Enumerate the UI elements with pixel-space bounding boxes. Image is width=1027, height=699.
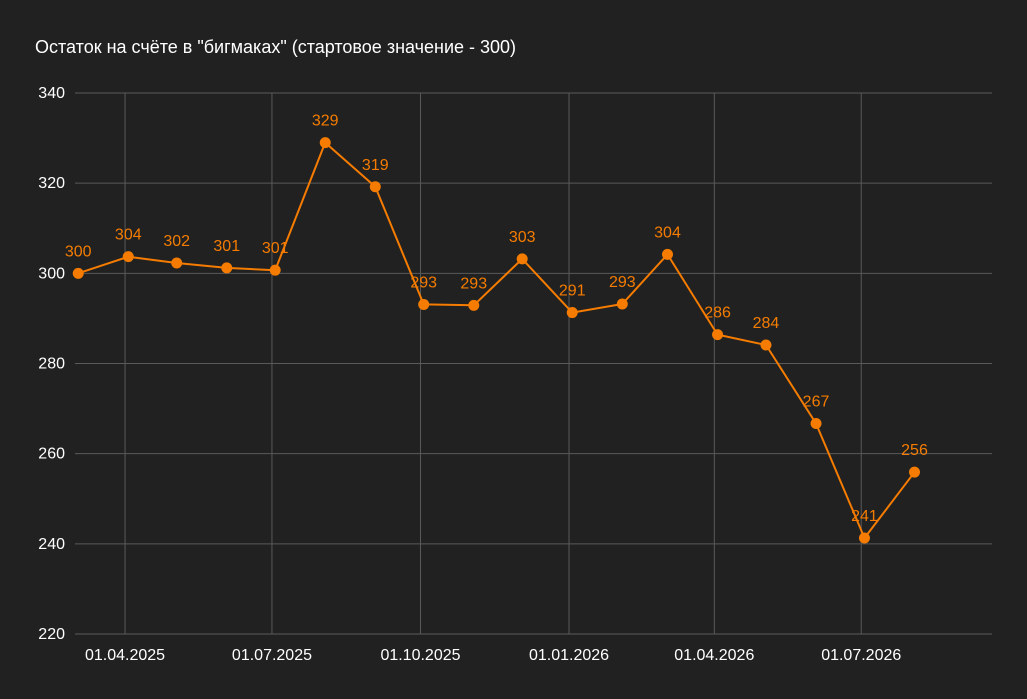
series-line <box>77 141 916 539</box>
y-tick-label: 340 <box>38 85 65 102</box>
y-tick-label: 320 <box>38 175 65 192</box>
data-label: 286 <box>704 305 731 322</box>
data-label: 284 <box>753 315 780 332</box>
x-tick-label: 01.04.2026 <box>674 647 754 664</box>
data-label: 293 <box>410 274 437 291</box>
y-tick-label: 260 <box>38 446 65 463</box>
data-point <box>269 264 281 276</box>
data-point <box>566 307 578 319</box>
data-label: 267 <box>803 393 830 410</box>
data-point <box>369 181 381 193</box>
data-label: 293 <box>460 275 487 292</box>
x-tick-label: 01.10.2025 <box>380 647 460 664</box>
data-point <box>468 299 480 311</box>
data-label: 303 <box>509 229 536 246</box>
data-label: 291 <box>559 283 586 300</box>
y-tick-label: 240 <box>38 536 65 553</box>
data-point <box>712 329 724 341</box>
data-point <box>909 466 921 478</box>
data-label: 329 <box>312 113 339 130</box>
data-label: 304 <box>654 224 681 241</box>
x-tick-label: 01.04.2025 <box>85 647 165 664</box>
x-tick-label: 01.01.2026 <box>529 647 609 664</box>
y-tick-label: 300 <box>38 265 65 282</box>
data-label: 293 <box>609 274 636 291</box>
y-tick-label: 280 <box>38 356 65 373</box>
data-label: 301 <box>262 240 289 257</box>
x-tick-label: 01.07.2025 <box>232 647 312 664</box>
data-point <box>661 248 673 260</box>
data-label: 300 <box>65 243 92 260</box>
data-point <box>72 267 84 279</box>
chart-title: Остаток на счёте в "бигмаках" (стартовое… <box>35 37 517 57</box>
data-label: 304 <box>115 227 142 244</box>
data-point <box>418 298 430 310</box>
data-point <box>516 253 528 265</box>
data-point <box>122 251 134 263</box>
data-label: 256 <box>901 442 928 459</box>
data-label: 319 <box>362 157 389 174</box>
data-point <box>858 532 870 544</box>
data-point <box>760 339 772 351</box>
y-tick-label: 220 <box>38 626 65 643</box>
x-tick-label: 01.07.2026 <box>821 647 901 664</box>
data-label: 302 <box>163 233 190 250</box>
data-point <box>810 417 822 429</box>
data-label: 241 <box>851 508 878 525</box>
data-point <box>319 137 331 149</box>
data-point <box>171 257 183 269</box>
data-label: 301 <box>213 238 240 255</box>
data-point <box>616 298 628 310</box>
data-point <box>221 262 233 274</box>
